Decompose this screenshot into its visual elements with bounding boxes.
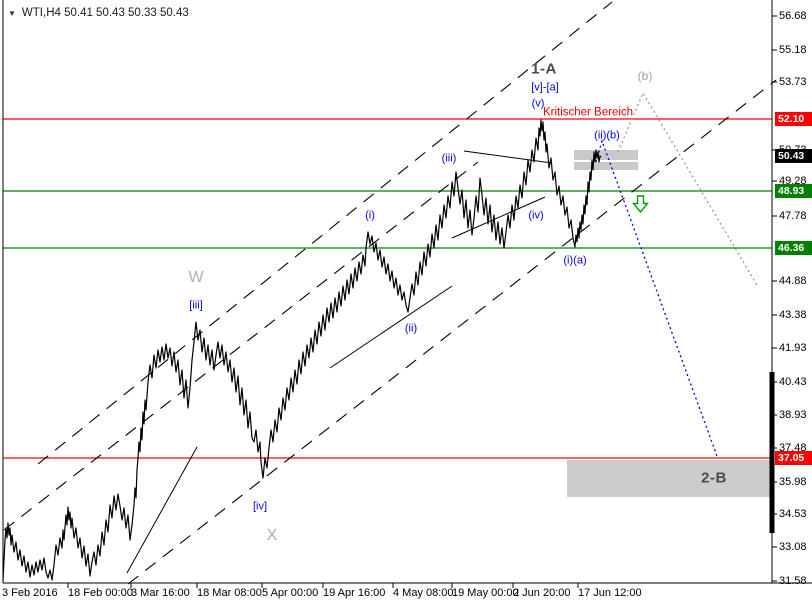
price-line: [2, 119, 602, 582]
critical-zone-box-upper[interactable]: [574, 150, 638, 160]
channel-dashed-lower[interactable]: [127, 79, 777, 585]
trend-line-3[interactable]: [451, 196, 546, 239]
symbol-dropdown-icon[interactable]: ▼: [8, 8, 16, 18]
trend-line-2[interactable]: [329, 285, 453, 369]
chart-title: ▼ WTI,H4 50.41 50.43 50.33 50.43: [8, 7, 189, 19]
channel-dashed-upper[interactable]: [37, 1, 613, 465]
channel-dashed-middle[interactable]: [3, 161, 479, 531]
trend-line-1[interactable]: [126, 446, 198, 574]
symbol-ohlc-text: WTI,H4 50.41 50.43 50.33 50.43: [21, 7, 189, 19]
gray-projection-path[interactable]: [617, 91, 758, 286]
trend-line-4[interactable]: [463, 150, 553, 164]
target-zone-2b-box[interactable]: [567, 460, 770, 497]
axis-thick-bar: [769, 372, 775, 533]
critical-zone-box-lower[interactable]: [574, 162, 638, 170]
blue-projection-path[interactable]: [595, 138, 718, 457]
green-down-arrow[interactable]: [632, 195, 649, 214]
